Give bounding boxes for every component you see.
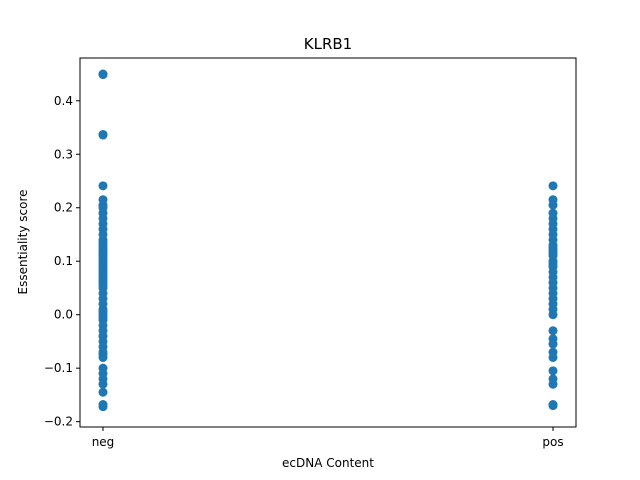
x-axis-ticks: neg pos [92, 427, 564, 449]
data-points [98, 69, 558, 412]
y-tick-label: −0.1 [44, 361, 73, 375]
y-tick-label: 0.4 [54, 94, 73, 108]
y-tick-label: 0.3 [54, 147, 73, 161]
data-point-pos [548, 181, 558, 191]
x-axis-label: ecDNA Content [282, 456, 374, 470]
data-point-pos [548, 200, 558, 210]
data-point-neg [98, 70, 108, 80]
data-point-pos [548, 379, 558, 389]
data-point-neg [98, 387, 108, 397]
y-tick-label: 0.0 [54, 308, 73, 322]
data-point-neg [98, 130, 108, 140]
chart-title: KLRB1 [304, 35, 352, 53]
y-tick-label: 0.1 [54, 254, 73, 268]
data-point-neg [98, 379, 108, 389]
data-point-pos [548, 352, 558, 362]
y-axis-label: Essentiality score [16, 190, 30, 295]
y-tick-label: −0.2 [44, 415, 73, 429]
data-point-neg [98, 402, 108, 412]
data-point-neg [98, 181, 108, 191]
data-point-pos [548, 326, 558, 336]
data-point-pos [548, 310, 558, 320]
y-tick-label: 0.2 [54, 201, 73, 215]
data-point-neg [98, 352, 108, 362]
data-point-pos [548, 401, 558, 411]
data-point-pos [548, 366, 558, 376]
data-point-pos [548, 339, 558, 349]
x-tick-label-neg: neg [92, 435, 115, 449]
plot-frame [79, 57, 577, 428]
x-tick-label-pos: pos [542, 435, 563, 449]
y-axis-ticks: −0.2 −0.1 0.0 0.1 0.2 0.3 0.4 [44, 94, 80, 429]
